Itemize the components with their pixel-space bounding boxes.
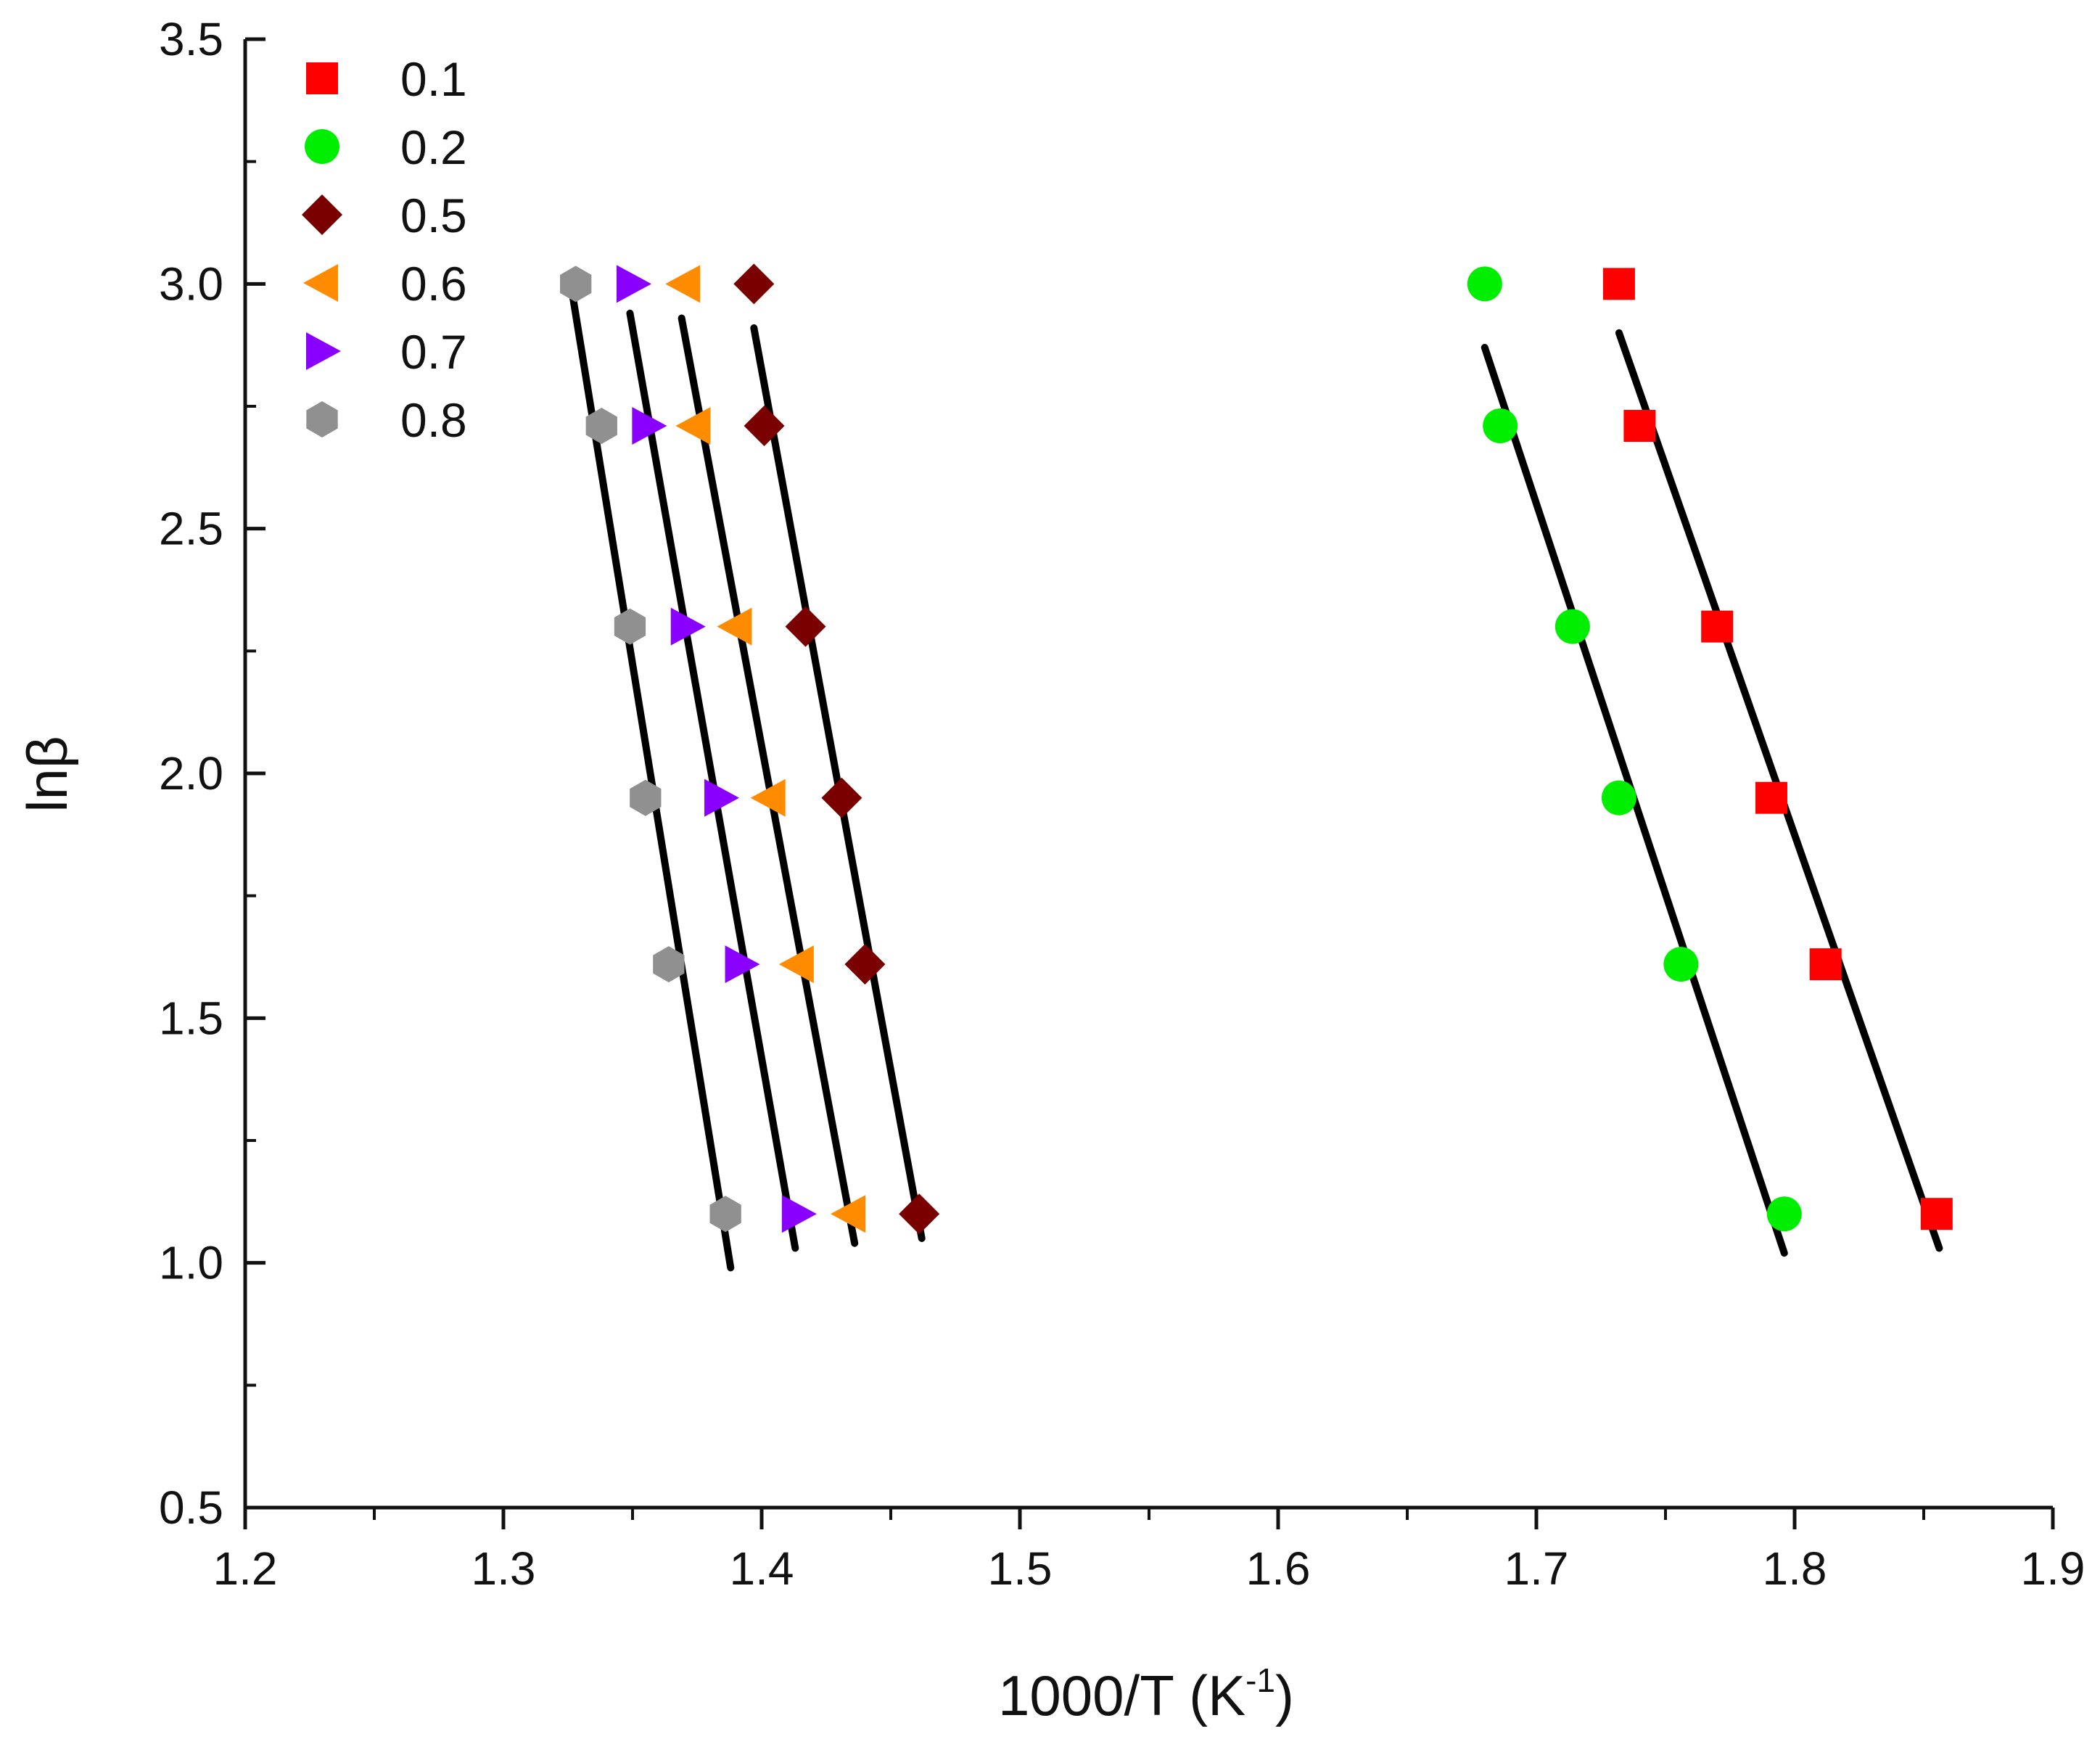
- point-0-8-2: [614, 608, 646, 645]
- point-0-7-4: [725, 945, 760, 984]
- point-0-8-4: [653, 946, 685, 983]
- legend-marker-0-5: [302, 194, 342, 235]
- y-tick-label-3-0: 3.0: [159, 258, 223, 310]
- point-0-1-3: [1755, 781, 1787, 814]
- series-0-2: [1467, 266, 1802, 1232]
- point-0-5-5: [899, 1193, 940, 1235]
- point-0-1-0: [1602, 268, 1635, 300]
- plot-area: 0.5 1.0 1.5 2.0 2.5 3.0 3.5 1.2 1.3 1.4 1.5 1.6 1.7…: [159, 13, 2085, 1595]
- x-tick-label-1-3: 1.3: [472, 1542, 536, 1595]
- series-0-1: [1602, 268, 1953, 1230]
- y-tick-label-1-5: 1.5: [159, 992, 223, 1044]
- x-axis-title-sup: -1: [1245, 1661, 1275, 1699]
- point-0-5-1: [744, 405, 785, 446]
- x-tick-label-1-9: 1.9: [2021, 1542, 2085, 1595]
- x-tick-label-1-4: 1.4: [730, 1542, 794, 1595]
- x-tick-label-1-2: 1.2: [213, 1542, 278, 1595]
- point-0-6-4: [778, 945, 814, 984]
- x-axis-title-main: 1000/T (K: [998, 1664, 1245, 1727]
- fit-line-0-6: [678, 314, 859, 1247]
- legend-label-0-1: 0.1: [400, 52, 467, 106]
- point-0-7-2: [670, 607, 706, 646]
- y-tick-label-2-0: 2.0: [159, 747, 223, 799]
- point-0-2-4: [1663, 947, 1699, 982]
- point-0-8-1: [585, 407, 617, 444]
- point-0-6-2: [717, 607, 752, 646]
- point-0-6-1: [675, 406, 711, 445]
- fit-line-0-7: [626, 309, 799, 1252]
- legend-marker-0-2: [305, 129, 339, 164]
- point-0-1-2: [1701, 610, 1734, 643]
- point-0-7-3: [704, 778, 740, 817]
- point-0-5-2: [785, 606, 826, 647]
- point-0-5-3: [821, 777, 862, 818]
- data-markers: [560, 263, 1953, 1235]
- y-tick-label-2-5: 2.5: [159, 503, 223, 555]
- legend-label-0-6: 0.6: [400, 257, 467, 311]
- point-0-6-0: [665, 265, 701, 303]
- legend-marker-0-8: [306, 401, 338, 437]
- y-ticks: 0.5 1.0 1.5 2.0 2.5 3.0 3.5: [159, 13, 265, 1534]
- y-tick-label-1-0: 1.0: [159, 1237, 223, 1289]
- point-0-2-3: [1601, 780, 1636, 815]
- x-axis-title: 1000/T (K-1): [998, 1661, 1294, 1727]
- series-0-6: [665, 265, 866, 1233]
- point-0-6-5: [831, 1195, 866, 1233]
- x-tick-label-1-7: 1.7: [1504, 1542, 1569, 1595]
- legend-marker-0-1: [306, 62, 338, 94]
- series-0-5: [733, 263, 940, 1235]
- point-0-7-1: [632, 406, 667, 445]
- legend-label-0-2: 0.2: [400, 120, 467, 174]
- legend-label-0-7: 0.7: [400, 325, 467, 379]
- point-0-1-4: [1809, 948, 1842, 981]
- point-0-6-3: [750, 778, 786, 817]
- point-0-7-5: [781, 1195, 817, 1233]
- point-0-1-5: [1920, 1198, 1953, 1230]
- x-tick-label-1-5: 1.5: [988, 1542, 1053, 1595]
- y-tick-label-0-5: 0.5: [159, 1481, 223, 1534]
- legend-marker-0-7: [306, 332, 341, 370]
- point-0-5-0: [733, 263, 775, 305]
- point-0-8-3: [630, 779, 662, 816]
- legend-label-0-8: 0.8: [400, 393, 467, 447]
- y-axis-title: lnβ: [15, 736, 79, 813]
- series-0-8: [560, 266, 741, 1233]
- point-0-2-0: [1467, 266, 1502, 302]
- point-0-8-5: [709, 1196, 741, 1233]
- x-tick-label-1-6: 1.6: [1246, 1542, 1311, 1595]
- fit-line-0-8: [569, 295, 735, 1272]
- series-0-7: [617, 265, 817, 1233]
- point-0-8-0: [560, 266, 592, 303]
- x-tick-label-1-8: 1.8: [1763, 1542, 1827, 1595]
- point-0-2-1: [1483, 408, 1518, 443]
- x-ticks: 1.2 1.3 1.4 1.5 1.6 1.7 1.8 1.9: [213, 1508, 2085, 1595]
- point-0-7-0: [617, 265, 651, 303]
- point-0-2-5: [1766, 1196, 1802, 1232]
- legend-marker-0-6: [303, 264, 338, 302]
- x-axis-title-tail: ): [1275, 1664, 1294, 1727]
- point-0-5-4: [844, 944, 886, 985]
- point-0-2-2: [1555, 609, 1590, 644]
- legend-label-0-5: 0.5: [400, 189, 467, 242]
- legend: 0.1 0.2 0.5 0.6 0.7 0.8: [302, 52, 467, 447]
- point-0-1-1: [1623, 409, 1656, 442]
- y-tick-label-3-5: 3.5: [159, 13, 223, 65]
